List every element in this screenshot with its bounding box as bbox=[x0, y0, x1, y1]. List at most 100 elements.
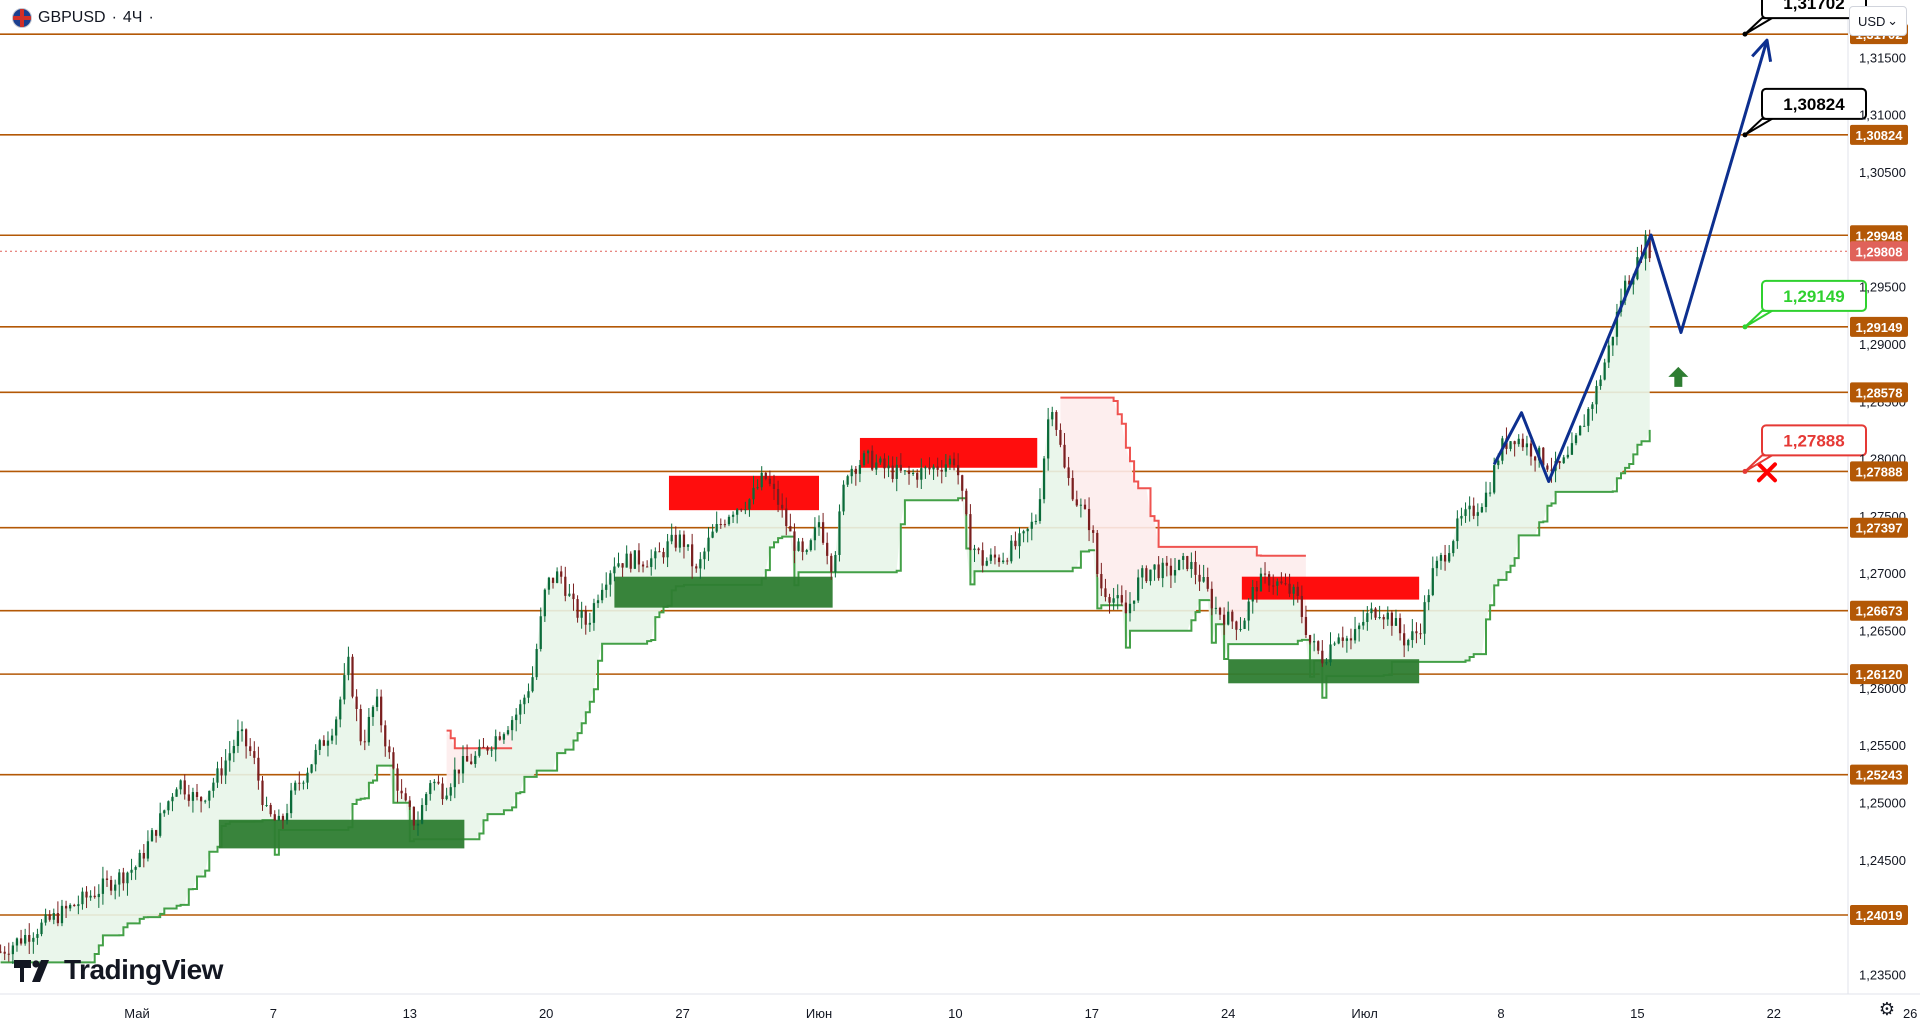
candle-body bbox=[191, 792, 195, 801]
candle bbox=[1583, 414, 1586, 427]
candle bbox=[396, 763, 399, 803]
candle-body bbox=[1169, 565, 1173, 576]
candle bbox=[367, 708, 371, 746]
candle-body bbox=[494, 736, 497, 750]
candle-body bbox=[854, 468, 857, 474]
forecast-line bbox=[1492, 39, 1769, 483]
candle bbox=[1116, 584, 1119, 610]
candle-body bbox=[1096, 532, 1099, 574]
candle-body bbox=[7, 953, 10, 955]
candle-body bbox=[1587, 408, 1590, 426]
candle-body bbox=[1533, 456, 1537, 461]
symbol-name: GBPUSD bbox=[38, 9, 106, 26]
candle-body bbox=[163, 810, 166, 814]
candle-body bbox=[1468, 505, 1471, 510]
candle-body bbox=[1137, 577, 1140, 601]
supply-zone bbox=[668, 475, 819, 511]
candle bbox=[261, 775, 264, 811]
candle-body bbox=[1284, 583, 1287, 585]
candle-body bbox=[1239, 628, 1242, 630]
candle bbox=[907, 466, 911, 485]
candle-body bbox=[1464, 509, 1467, 516]
price-badge-bg bbox=[1850, 241, 1908, 262]
candle bbox=[134, 865, 137, 880]
candle bbox=[1034, 514, 1038, 525]
candle bbox=[613, 557, 616, 582]
time-axis[interactable]: Май 7 13 20 27 Июн 10 17 24 Июл 8 15 22 26 bbox=[124, 1006, 1917, 1021]
candle-body bbox=[547, 577, 551, 590]
candle bbox=[1120, 585, 1123, 606]
candle bbox=[527, 683, 530, 704]
price-badge: 1,29948 bbox=[1850, 225, 1908, 246]
candle-body bbox=[1251, 587, 1254, 602]
candle-body bbox=[1648, 234, 1651, 259]
candle bbox=[1227, 601, 1230, 626]
candle-body bbox=[1214, 607, 1218, 609]
candle-body bbox=[1300, 595, 1303, 617]
candle bbox=[384, 720, 387, 757]
price-tick-label: 1,27000 bbox=[1859, 566, 1906, 581]
candle-body bbox=[425, 794, 428, 806]
candle bbox=[678, 530, 681, 553]
candle bbox=[474, 751, 477, 768]
candle-body bbox=[1382, 616, 1385, 620]
candle bbox=[1087, 497, 1091, 542]
candle-body bbox=[875, 462, 878, 470]
candle bbox=[1349, 628, 1353, 650]
candle bbox=[154, 829, 158, 843]
candle bbox=[347, 646, 350, 681]
candle-body bbox=[1308, 634, 1312, 643]
candle bbox=[817, 515, 821, 536]
candle-body bbox=[1431, 568, 1434, 596]
candle-body bbox=[326, 740, 330, 746]
candle bbox=[1014, 531, 1017, 550]
candle-body bbox=[879, 458, 882, 463]
candle-body bbox=[711, 531, 714, 538]
callout-anchor bbox=[1742, 324, 1748, 330]
candle bbox=[621, 563, 624, 577]
candle bbox=[1578, 425, 1582, 436]
candle-body bbox=[1628, 280, 1631, 285]
price-tick-label: 1,26500 bbox=[1859, 624, 1906, 639]
candle-body bbox=[989, 554, 992, 561]
candle-body bbox=[1132, 600, 1136, 604]
candle-body bbox=[1488, 492, 1492, 494]
candle-body bbox=[498, 736, 501, 740]
candle bbox=[1198, 564, 1201, 591]
candle-body bbox=[1276, 581, 1279, 586]
candle bbox=[1267, 571, 1271, 592]
candle-body bbox=[744, 509, 747, 511]
candle bbox=[547, 576, 551, 595]
candle-body bbox=[1578, 425, 1582, 436]
candle-body bbox=[952, 458, 956, 466]
candle bbox=[1517, 434, 1520, 447]
tradingview-logo[interactable]: TradingView bbox=[14, 954, 223, 986]
currency-button[interactable]: USD ⌄ bbox=[1849, 6, 1907, 36]
candle-body bbox=[1071, 478, 1074, 500]
price-badge-bg bbox=[1850, 316, 1908, 337]
callout-text: 1,30824 bbox=[1783, 95, 1845, 114]
candle-body bbox=[290, 790, 293, 814]
candle-body bbox=[1079, 504, 1083, 506]
forecast-path bbox=[1492, 38, 1777, 483]
candle-body bbox=[817, 522, 821, 528]
candle-body bbox=[281, 815, 285, 821]
time-tick-label: Июн bbox=[806, 1006, 832, 1021]
candle-body bbox=[114, 884, 117, 891]
candle-body bbox=[707, 537, 710, 552]
candle-body bbox=[940, 469, 943, 472]
candle-body bbox=[101, 878, 105, 894]
candle-body bbox=[1632, 279, 1635, 285]
symbol-header[interactable]: GBPUSD · 4Ч · bbox=[12, 8, 154, 28]
candle bbox=[290, 782, 293, 819]
candle-body bbox=[703, 551, 706, 560]
price-badge: 1,29808 bbox=[1850, 241, 1908, 262]
candle-body bbox=[1484, 492, 1488, 508]
candle-body bbox=[228, 753, 231, 761]
price-axis[interactable]: 1,235001,240001,245001,250001,255001,260… bbox=[1850, 24, 1908, 983]
candle-body bbox=[1317, 641, 1320, 651]
settings-gear-icon[interactable]: ⚙ bbox=[1878, 999, 1896, 1019]
candle-body bbox=[1288, 583, 1291, 594]
candle bbox=[0, 944, 2, 954]
